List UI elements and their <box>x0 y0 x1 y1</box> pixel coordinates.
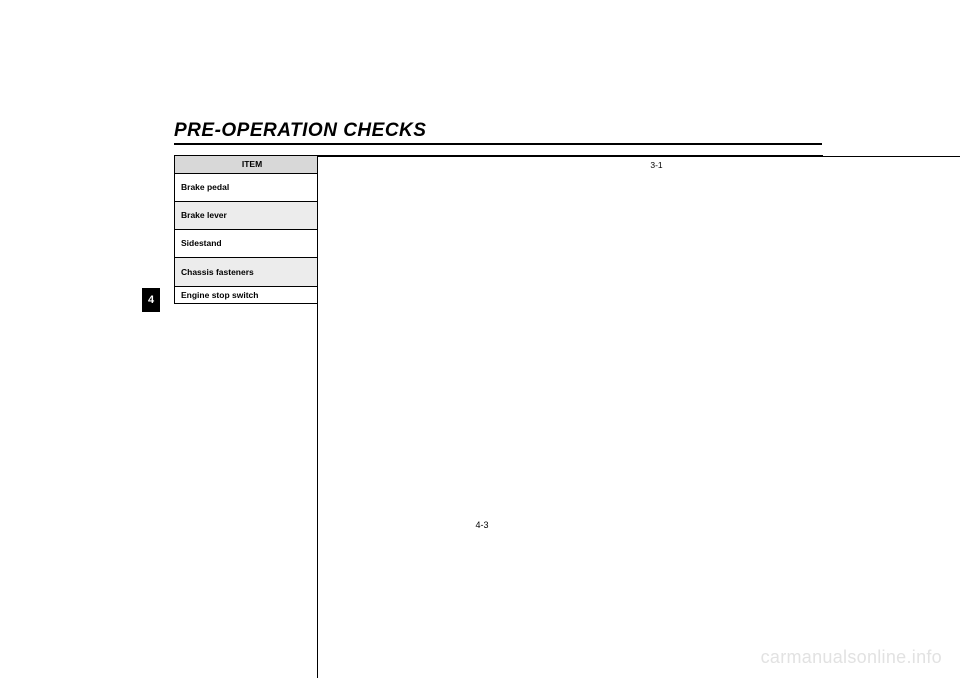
table-row: Engine stop switch • Check operation. 3-… <box>175 286 823 304</box>
cell-item: Brake pedal <box>175 173 330 201</box>
checks-table: ITEM CHECKS PAGE Brake pedal • Make sure… <box>174 155 823 304</box>
cell-page: 3-1 <box>317 156 960 678</box>
page-number: 4-3 <box>142 520 822 530</box>
cell-item: Brake lever <box>175 201 330 229</box>
cell-item: Sidestand <box>175 230 330 258</box>
manual-page: PRE-OPERATION CHECKS ITEM CHECKS PAGE Br… <box>142 0 822 678</box>
section-tab: 4 <box>142 288 160 312</box>
col-header-item: ITEM <box>175 156 330 174</box>
watermark-text: carmanualsonline.info <box>761 647 942 668</box>
section-heading: PRE-OPERATION CHECKS <box>174 120 426 142</box>
cell-item: Chassis fasteners <box>175 258 330 286</box>
heading-rule <box>174 143 822 145</box>
cell-item: Engine stop switch <box>175 286 330 304</box>
